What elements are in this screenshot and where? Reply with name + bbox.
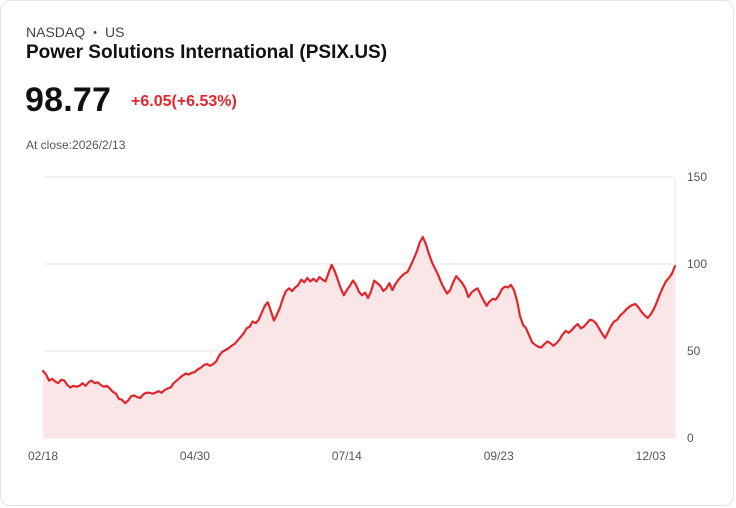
exchange-line: NASDAQ • US — [26, 24, 124, 40]
price-change: +6.05(+6.53%) — [131, 93, 237, 110]
series-area-fill — [43, 237, 675, 438]
market-label: US — [104, 24, 125, 40]
x-axis-ticks: 02/18 04/30 07/14 09/23 12/03 — [28, 449, 666, 463]
y-axis-ticks: 150 100 50 0 — [687, 170, 707, 445]
close-date-label: At close:2026/2/13 — [26, 138, 126, 152]
exchange-label: NASDAQ — [26, 24, 86, 40]
y-tick-label: 150 — [687, 170, 707, 184]
x-tick-label: 02/18 — [28, 449, 58, 463]
x-tick-label: 09/23 — [484, 449, 514, 463]
x-tick-label: 07/14 — [332, 449, 362, 463]
separator-dot: • — [93, 27, 97, 39]
last-price: 98.77 — [25, 81, 112, 119]
series-line[interactable] — [41, 235, 677, 405]
company-title: Power Solutions International (PSIX.US) — [26, 42, 388, 63]
x-tick-label: 04/30 — [180, 449, 210, 463]
y-tick-label: 50 — [687, 344, 701, 358]
x-tick-label: 12/03 — [636, 449, 666, 463]
y-tick-label: 0 — [687, 431, 694, 445]
y-tick-label: 100 — [687, 257, 707, 271]
